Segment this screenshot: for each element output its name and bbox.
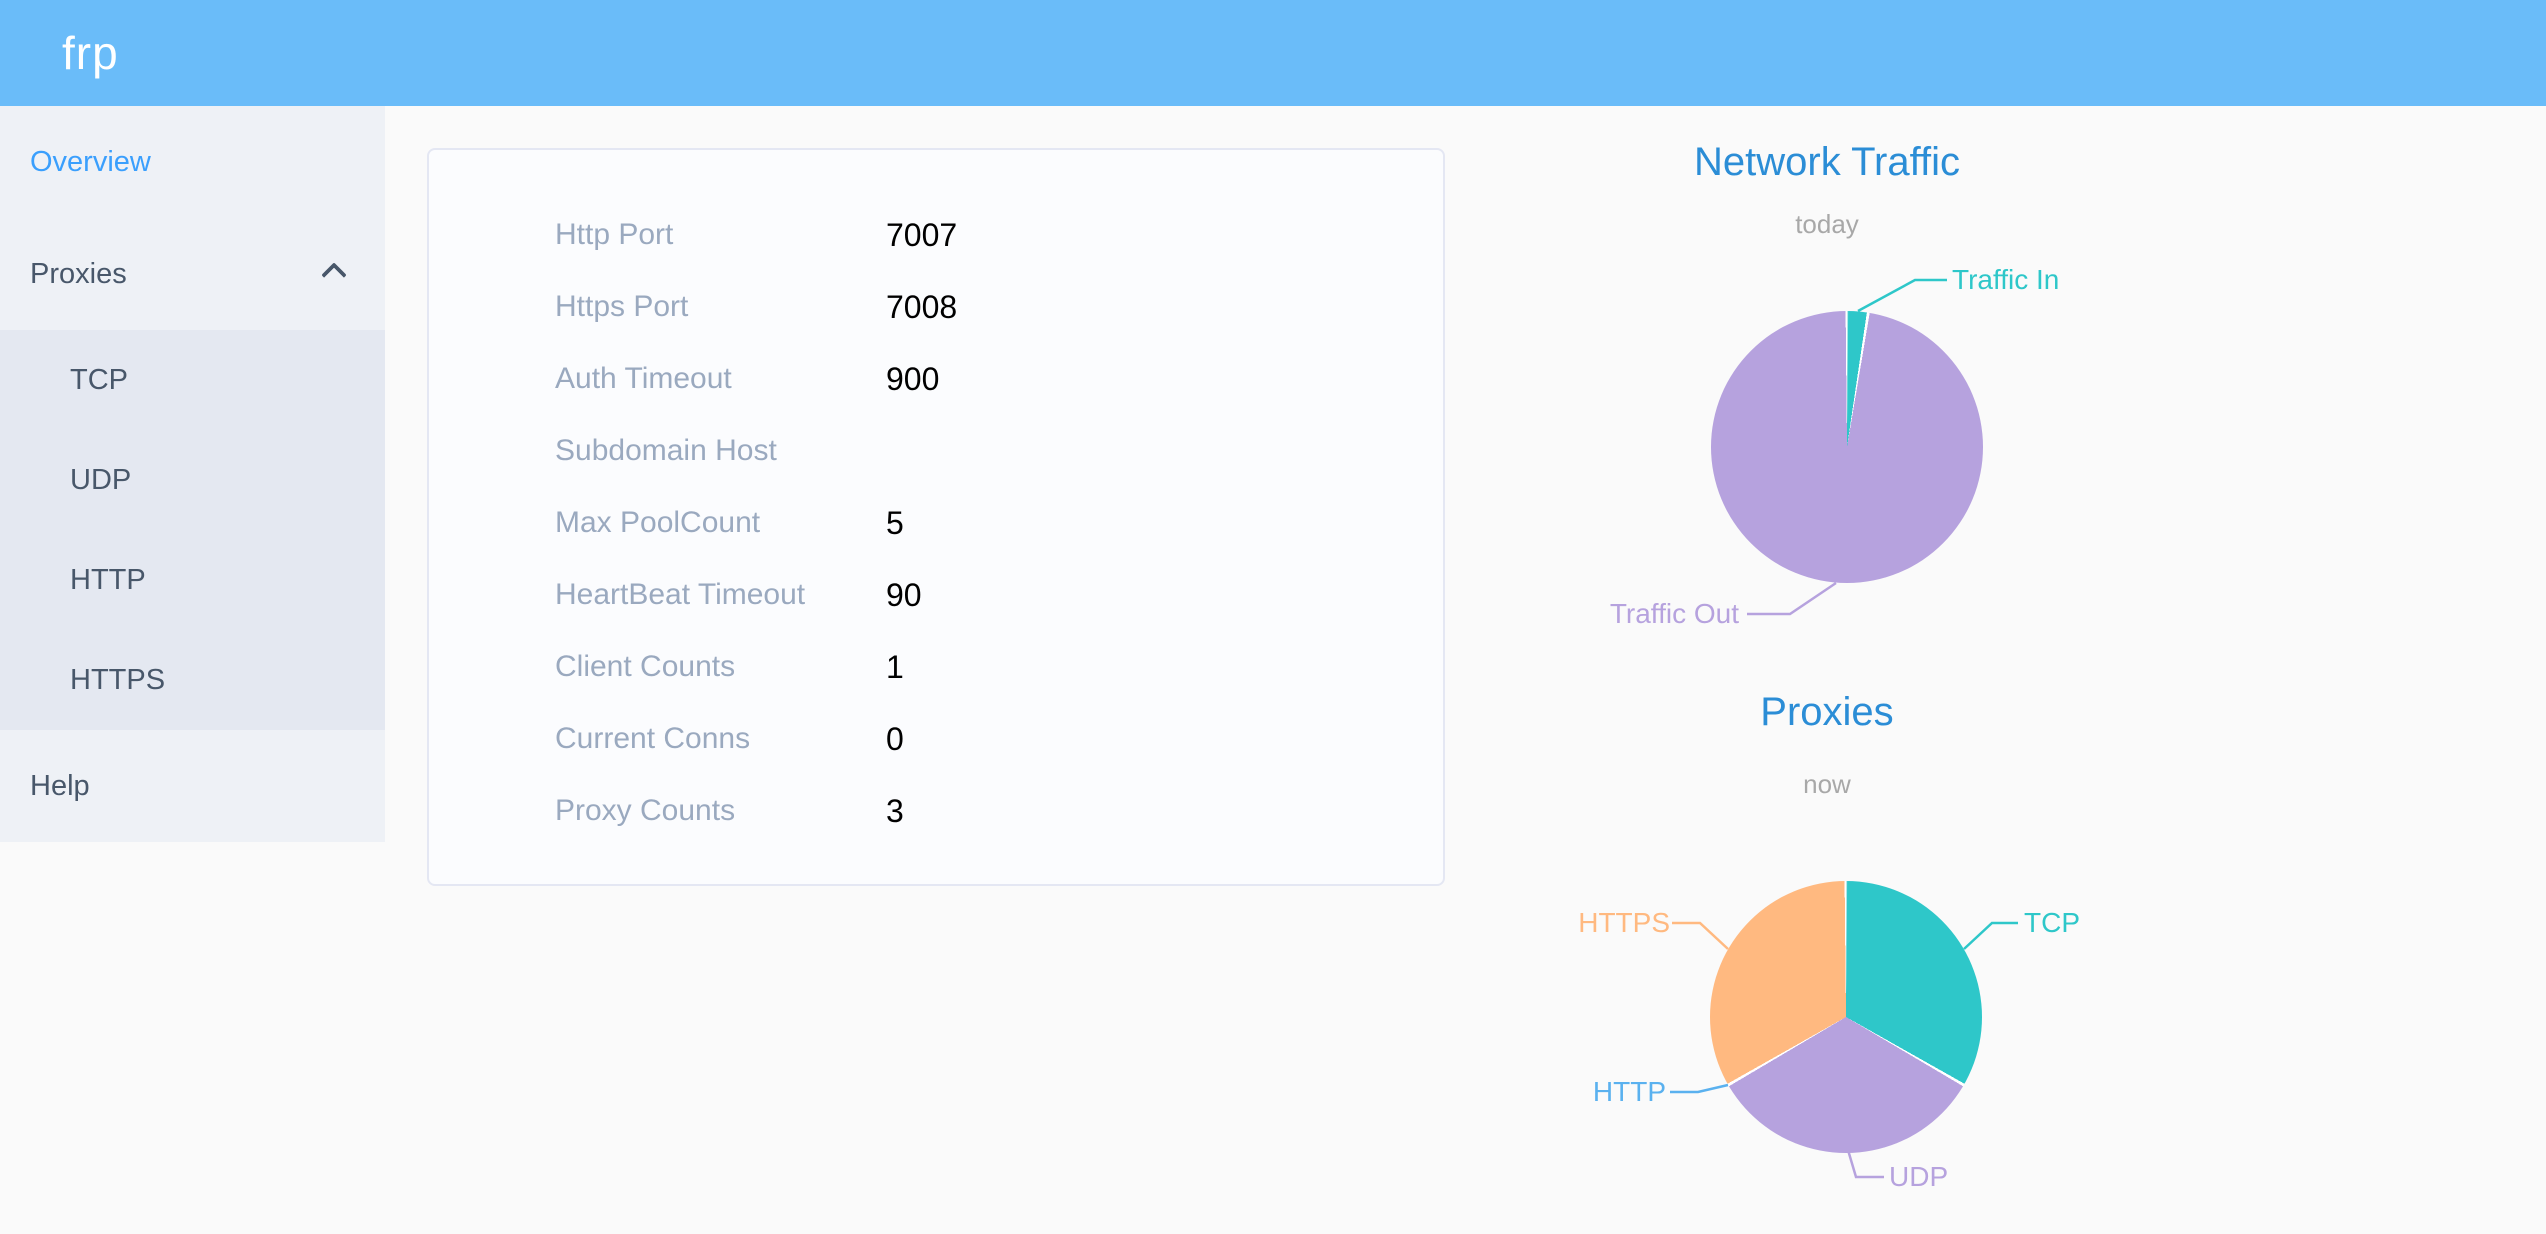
proxies-pie[interactable] xyxy=(1710,881,1982,1153)
sidebar-item-label: Help xyxy=(30,770,90,802)
pie-label-https: HTTPS xyxy=(1578,907,1670,938)
sidebar-subitem-label: HTTP xyxy=(70,564,146,596)
config-value: 7007 xyxy=(886,216,958,253)
label-line-tcp xyxy=(1963,921,2018,950)
sidebar: Overview Proxies TCP UDP HTTP HTTPS Help xyxy=(0,106,385,842)
config-label: Https Port xyxy=(555,290,689,323)
sidebar-subitem-label: HTTPS xyxy=(70,664,166,696)
chart-title: Proxies xyxy=(1760,690,1894,734)
config-row: Auth Timeout 900 xyxy=(555,343,1443,415)
label-line-traffic-out xyxy=(1747,581,1837,616)
sidebar-item-proxies[interactable]: Proxies xyxy=(0,218,385,330)
proxies-submenu: TCP UDP HTTP HTTPS xyxy=(0,330,385,730)
sidebar-subitem-label: TCP xyxy=(70,364,128,396)
config-value: 7008 xyxy=(886,288,958,325)
pie-label-traffic-out: Traffic Out xyxy=(1609,598,1739,629)
config-value: 5 xyxy=(886,504,904,541)
label-line-udp xyxy=(1846,1149,1884,1179)
config-label: Current Conns xyxy=(555,722,751,755)
config-value: 900 xyxy=(886,360,940,397)
pie-label-traffic-in: Traffic In xyxy=(1952,264,2060,295)
sidebar-item-label: Overview xyxy=(30,146,151,178)
config-value: 90 xyxy=(886,576,922,613)
sidebar-subitem-http[interactable]: HTTP xyxy=(0,530,385,630)
config-row: Proxy Counts 3 xyxy=(555,775,1443,847)
pie-label-http: HTTP xyxy=(1592,1076,1666,1107)
label-line-https xyxy=(1672,921,1729,950)
config-row: Https Port 7008 xyxy=(555,271,1443,343)
sidebar-item-label: Proxies xyxy=(30,258,127,290)
network-traffic-pie[interactable] xyxy=(1711,311,1983,583)
config-label: HeartBeat Timeout xyxy=(555,578,806,611)
config-row: Max PoolCount 5 xyxy=(555,487,1443,559)
pie-label-tcp: TCP xyxy=(2024,907,2080,938)
server-info-card: Http Port 7007 Https Port 7008 Auth Time… xyxy=(427,148,1445,886)
sidebar-subitem-udp[interactable]: UDP xyxy=(0,430,385,530)
chart-title: Network Traffic xyxy=(1694,140,1960,184)
proxies-chart: Proxies now TCP UDP HTTP HTTPS xyxy=(1560,690,2094,1234)
chevron-up-icon xyxy=(321,262,347,288)
config-row: HeartBeat Timeout 90 xyxy=(555,559,1443,631)
config-label: Max PoolCount xyxy=(555,506,761,539)
chart-subtitle: now xyxy=(1803,769,1851,799)
config-label: Subdomain Host xyxy=(555,434,777,467)
config-row: Http Port 7007 xyxy=(555,199,1443,271)
config-label: Proxy Counts xyxy=(555,794,736,827)
label-line-http xyxy=(1670,1083,1729,1094)
sidebar-item-help[interactable]: Help xyxy=(0,730,385,842)
sidebar-subitem-label: UDP xyxy=(70,464,132,496)
main-content: Http Port 7007 Https Port 7008 Auth Time… xyxy=(385,106,2546,1234)
chart-subtitle: today xyxy=(1795,209,1859,239)
config-value: 0 xyxy=(886,720,904,757)
config-row: Current Conns 0 xyxy=(555,703,1443,775)
network-traffic-chart: Network Traffic today Traffic In Traffic… xyxy=(1560,140,2094,689)
config-label: Http Port xyxy=(555,218,674,251)
top-header: frp xyxy=(0,0,2546,106)
sidebar-subitem-https[interactable]: HTTPS xyxy=(0,630,385,730)
sidebar-item-overview[interactable]: Overview xyxy=(0,106,385,218)
config-row: Client Counts 1 xyxy=(555,631,1443,703)
config-value: 3 xyxy=(886,792,904,829)
config-row: Subdomain Host xyxy=(555,415,1443,487)
pie-label-udp: UDP xyxy=(1889,1161,1949,1192)
config-value: 1 xyxy=(886,648,904,685)
sidebar-subitem-tcp[interactable]: TCP xyxy=(0,330,385,430)
config-label: Auth Timeout xyxy=(555,362,732,395)
config-label: Client Counts xyxy=(555,650,736,683)
app-logo: frp xyxy=(62,27,119,79)
label-line-traffic-in xyxy=(1857,278,1947,313)
